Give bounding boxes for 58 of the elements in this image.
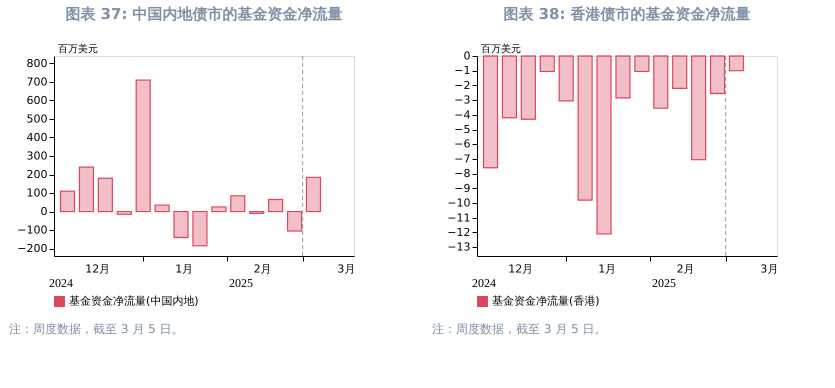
- y-axis-title: 百万美元: [481, 43, 521, 55]
- legend-label: 基金资金净流量(香港): [492, 294, 600, 308]
- y-tick-label: −3: [454, 94, 470, 107]
- legend-label: 基金资金净流量(中国内地): [69, 294, 199, 308]
- x-tick-label: 3月: [760, 262, 778, 276]
- bar: [60, 190, 76, 212]
- bar: [268, 198, 284, 212]
- x-tick-label: 2月: [254, 262, 272, 276]
- y-tick-label: −1: [454, 64, 470, 78]
- y-tick-label: 100: [26, 186, 48, 200]
- y-tick-label: −10: [447, 196, 470, 210]
- x-tick-label: 3月: [337, 262, 356, 276]
- text: 2024: [49, 276, 73, 290]
- bar: [78, 166, 94, 212]
- y-tick-label: −100: [17, 224, 48, 237]
- bar: [98, 178, 113, 212]
- y-tick-label: 800: [26, 56, 48, 70]
- text: 注：周度数据，截至 3 月 5 日。: [9, 322, 184, 336]
- bar: [306, 176, 322, 212]
- x-tick-label: 12月: [85, 262, 110, 276]
- y-tick-label: −5: [454, 123, 470, 136]
- y-tick-label: 700: [26, 75, 48, 88]
- y-tick-label: −6: [454, 138, 470, 151]
- y-tick-label: 400: [26, 130, 48, 144]
- bar: [154, 204, 170, 212]
- y-tick-label: 600: [26, 94, 48, 107]
- bar: [286, 210, 302, 232]
- y-tick-label: −13: [447, 240, 470, 254]
- y-tick-label: −4: [454, 108, 470, 122]
- y-tick-label: −7: [454, 152, 470, 166]
- bar: [116, 210, 132, 215]
- y-tick-label: −12: [447, 226, 470, 239]
- bar: [173, 210, 189, 238]
- x-tick-label: 1月: [175, 262, 194, 276]
- text: 2025: [229, 276, 253, 290]
- y-tick-label: −8: [454, 167, 470, 180]
- y-tick-label: −2: [454, 78, 470, 92]
- y-tick-label: 0: [464, 50, 470, 62]
- bar: [192, 210, 208, 246]
- x-tick-label: 12月: [508, 262, 534, 276]
- y-axis-title: 百万美元: [58, 43, 98, 55]
- x-tick-label: 1月: [598, 262, 616, 276]
- y-tick-label: 0: [40, 205, 48, 218]
- y-tick-label: −11: [447, 211, 470, 224]
- y-tick-label: 200: [26, 168, 48, 182]
- text: 2025: [652, 276, 676, 290]
- y-tick-label: 500: [26, 112, 48, 126]
- bar: [211, 206, 226, 212]
- bar: [136, 79, 151, 212]
- y-tick-label: −9: [454, 182, 470, 195]
- bar: [230, 195, 246, 212]
- chart-title: 图表 37: 中国内地债市的基金资金净流量: [65, 5, 343, 23]
- text: 2024: [472, 276, 496, 290]
- text: 注：周度数据，截至 3 月 5 日。: [432, 322, 607, 336]
- y-tick-label: 300: [26, 150, 48, 162]
- y-tick-label: −200: [17, 242, 48, 256]
- chart-title: 图表 38: 香港债市的基金资金净流量: [503, 5, 751, 23]
- x-tick-label: 2月: [676, 262, 695, 276]
